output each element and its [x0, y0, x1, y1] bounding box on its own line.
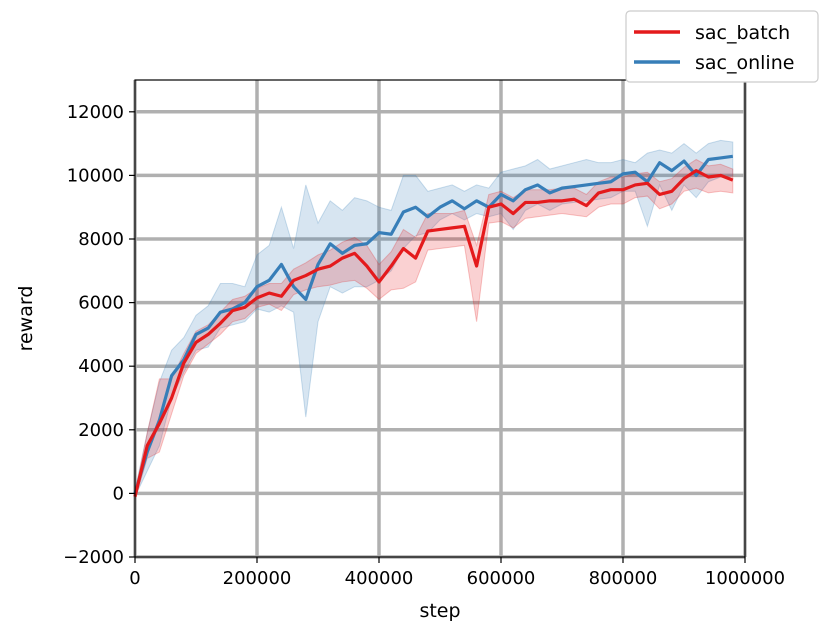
x-tick-label: 600000 [467, 568, 536, 589]
x-axis-label: step [419, 600, 460, 622]
y-tick-label: 0 [113, 483, 124, 504]
series-lines [133, 154, 734, 497]
y-tick-label: 8000 [78, 229, 124, 250]
x-tick-label: 800000 [589, 568, 658, 589]
legend-box [625, 10, 819, 83]
legend: sac_batch sac_online [625, 10, 819, 83]
legend-label-sac_batch: sac_batch [695, 22, 790, 44]
y-tick-label: 12000 [67, 102, 124, 123]
y-tick-label: 2000 [78, 420, 124, 441]
series-line-sac_batch [133, 169, 734, 497]
x-tick-label: 0 [129, 568, 140, 589]
y-axis: −2000 0 2000 4000 6000 8000 10000 12000 [63, 102, 135, 568]
legend-label-sac_online: sac_online [695, 52, 794, 74]
x-axis: 0 200000 400000 600000 800000 1000000 [129, 557, 785, 589]
y-tick-label: 6000 [78, 293, 124, 314]
x-tick-label: 1000000 [705, 568, 785, 589]
confidence-bands [134, 139, 734, 500]
y-tick-label: −2000 [63, 547, 124, 568]
series-line-sac_online [133, 154, 734, 494]
y-axis-label: reward [15, 286, 37, 352]
x-tick-label: 400000 [345, 568, 414, 589]
y-tick-label: 10000 [67, 165, 124, 186]
band-sac_online [134, 139, 734, 497]
plot-frame [134, 79, 746, 558]
x-tick-label: 200000 [223, 568, 292, 589]
y-tick-label: 4000 [78, 356, 124, 377]
band-sac_batch [134, 158, 734, 500]
